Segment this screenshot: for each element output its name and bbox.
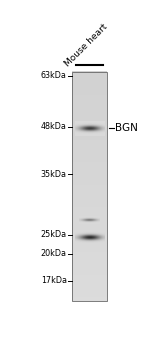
- Text: 20kDa: 20kDa: [41, 249, 67, 258]
- Text: 17kDa: 17kDa: [41, 276, 67, 285]
- Text: BGN: BGN: [115, 123, 138, 133]
- Text: Mouse heart: Mouse heart: [63, 22, 110, 69]
- Text: 25kDa: 25kDa: [41, 230, 67, 239]
- Bar: [72, 72, 107, 301]
- Text: 35kDa: 35kDa: [41, 169, 67, 178]
- Text: 48kDa: 48kDa: [41, 122, 67, 131]
- Text: 63kDa: 63kDa: [41, 71, 67, 80]
